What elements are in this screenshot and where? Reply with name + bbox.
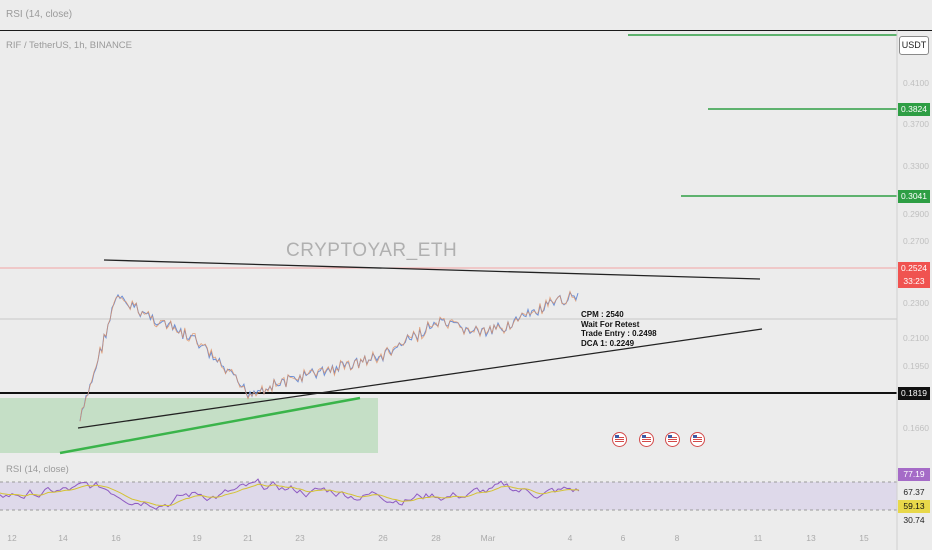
triangle-lower — [77, 328, 763, 429]
support-price-marker: 0.1819 — [898, 387, 930, 400]
price-tick: 0.2300 — [903, 298, 929, 308]
triangle-upper — [103, 259, 761, 280]
x-axis-label: 4 — [567, 533, 573, 543]
annotation-line: CPM : 2540 — [581, 310, 624, 319]
x-axis-label: 21 — [243, 533, 253, 543]
x-axis-label: 19 — [192, 533, 202, 543]
rsi-ma-marker: 59.13 — [898, 500, 930, 513]
price-tick: 0.1950 — [903, 361, 929, 371]
rsi-band — [0, 482, 897, 510]
price-tick: 0.3300 — [903, 161, 929, 171]
x-axis-label: 13 — [806, 533, 816, 543]
x-axis-label: Mar — [480, 533, 496, 543]
annotation-line: Wait For Retest — [581, 319, 640, 329]
x-axis-label: 16 — [111, 533, 121, 543]
current-price-marker: 0.2524 — [898, 262, 930, 275]
annotation-line: Trade Entry : 0.2498 — [581, 329, 657, 338]
rsi-panel-label: RSI (14, close) — [6, 464, 69, 475]
x-axis-label: 28 — [431, 533, 441, 543]
x-axis-label: 12 — [7, 533, 17, 543]
trade-annotation: CPM : 2540 Wait For Retest Trade Entry :… — [581, 310, 657, 348]
x-axis-label: 15 — [859, 533, 869, 543]
symbol-title: RIF / TetherUS, 1h, BINANCE — [6, 40, 133, 51]
x-axis-label: 26 — [378, 533, 388, 543]
us-flag-icon[interactable] — [690, 432, 705, 447]
green-trendline — [59, 396, 361, 455]
watermark: CRYPTOYAR_ETH — [286, 240, 458, 261]
rsi-ma-line — [0, 483, 580, 507]
price-tick: 0.2700 — [903, 236, 929, 246]
target-price-marker: 0.3041 — [898, 190, 930, 203]
price-tick: 0.2900 — [903, 209, 929, 219]
x-axis-label: 14 — [58, 533, 68, 543]
countdown-marker: 33:23 — [898, 275, 930, 288]
target-price-marker: 0.3824 — [898, 103, 930, 116]
x-axis-label: 8 — [674, 533, 680, 543]
rsi-level-marker: 30.74 — [903, 515, 925, 525]
us-flag-icon[interactable] — [612, 432, 627, 447]
us-flag-icon[interactable] — [639, 432, 654, 447]
us-flag-icon[interactable] — [665, 432, 680, 447]
price-tick: 0.3700 — [903, 119, 929, 129]
panel-separator — [0, 30, 932, 31]
currency-button[interactable]: USDT — [899, 36, 929, 55]
rsi-value-marker: 77.19 — [898, 468, 930, 481]
price-tick: 0.2100 — [903, 333, 929, 343]
price-series-overlay — [79, 290, 577, 422]
x-axis-label: 23 — [295, 533, 305, 543]
rsi-level-marker: 67.37 — [903, 487, 925, 497]
x-axis-label: 6 — [620, 533, 626, 543]
annotation-line: DCA 1: 0.2249 — [581, 338, 635, 348]
price-tick: 0.4100 — [903, 78, 929, 88]
price-tick: 0.1660 — [903, 423, 929, 433]
top-rsi-label: RSI (14, close) — [6, 9, 73, 20]
x-axis-label: 11 — [753, 533, 763, 543]
